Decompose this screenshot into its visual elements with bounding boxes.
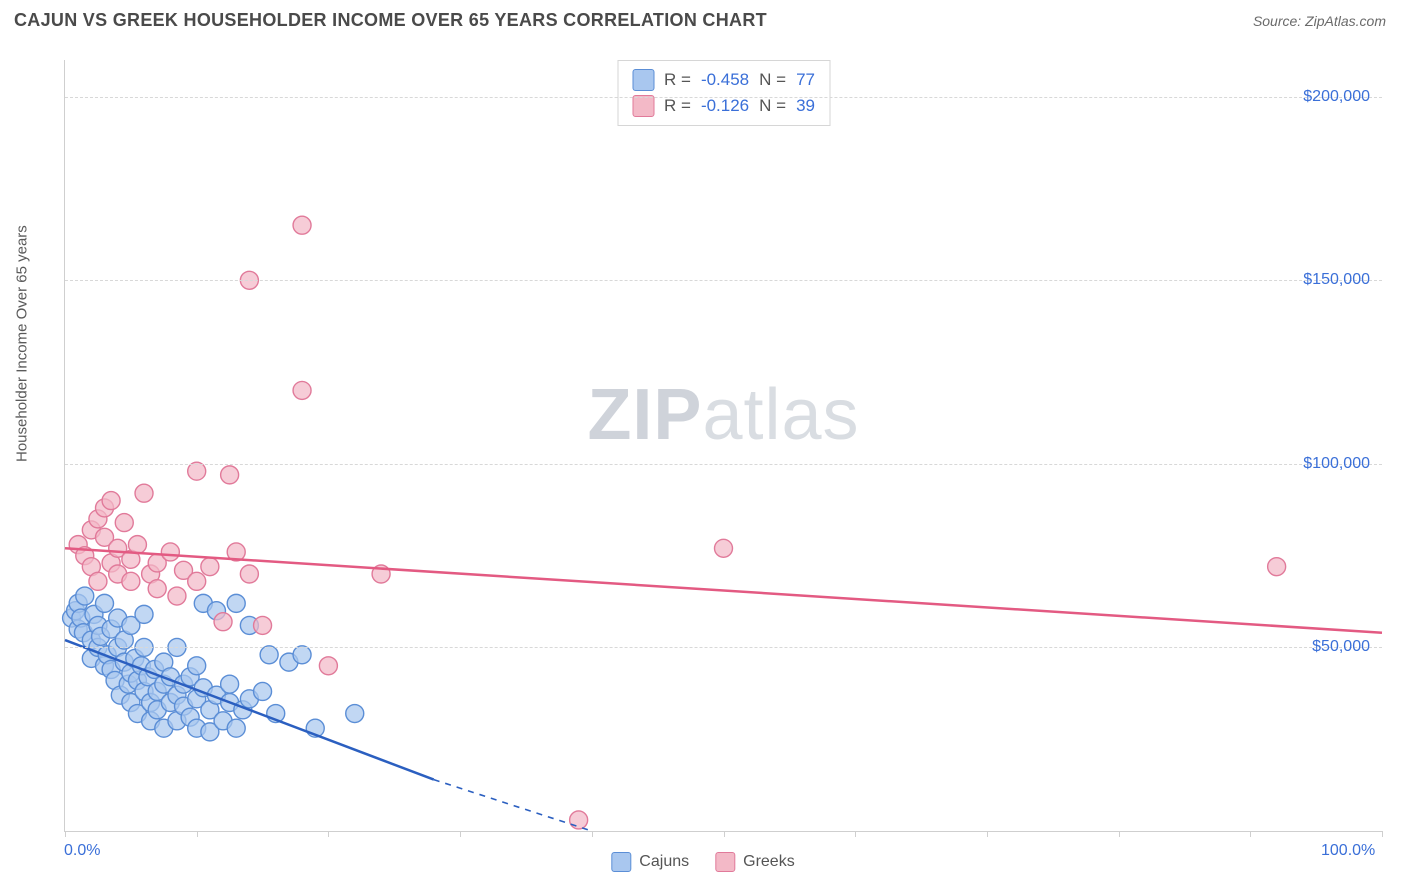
scatter-point[interactable] (188, 657, 206, 675)
legend-swatch (611, 852, 631, 872)
x-tick (1382, 831, 1383, 837)
chart-container: Householder Income Over 65 years ZIPatla… (14, 46, 1392, 878)
scatter-point[interactable] (214, 613, 232, 631)
scatter-point[interactable] (102, 492, 120, 510)
legend-series-item[interactable]: Greeks (715, 852, 795, 872)
scatter-point[interactable] (715, 539, 733, 557)
scatter-point[interactable] (260, 646, 278, 664)
scatter-point[interactable] (227, 719, 245, 737)
scatter-point[interactable] (128, 536, 146, 554)
y-tick-label: $100,000 (1303, 455, 1370, 473)
source-prefix: Source: (1253, 13, 1305, 29)
legend-series-label: Greeks (743, 853, 795, 871)
x-tick (855, 831, 856, 837)
x-tick (987, 831, 988, 837)
regression-line (65, 640, 434, 780)
legend-series-label: Cajuns (639, 853, 689, 871)
scatter-point[interactable] (221, 466, 239, 484)
scatter-point[interactable] (293, 381, 311, 399)
scatter-point[interactable] (148, 580, 166, 598)
scatter-point[interactable] (96, 594, 114, 612)
gridline-h (65, 647, 1382, 648)
scatter-point[interactable] (240, 565, 258, 583)
x-tick (65, 831, 66, 837)
source-attribution: Source: ZipAtlas.com (1253, 13, 1386, 29)
scatter-point[interactable] (188, 462, 206, 480)
scatter-point[interactable] (1268, 558, 1286, 576)
chart-title: CAJUN VS GREEK HOUSEHOLDER INCOME OVER 6… (14, 10, 767, 31)
scatter-point[interactable] (135, 484, 153, 502)
x-tick (328, 831, 329, 837)
y-tick-label: $150,000 (1303, 271, 1370, 289)
scatter-point[interactable] (201, 558, 219, 576)
legend-series: Cajuns Greeks (611, 852, 794, 872)
scatter-point[interactable] (221, 675, 239, 693)
legend-series-item[interactable]: Cajuns (611, 852, 689, 872)
y-tick-label: $200,000 (1303, 88, 1370, 106)
x-tick (592, 831, 593, 837)
gridline-h (65, 280, 1382, 281)
scatter-point[interactable] (168, 587, 186, 605)
scatter-point[interactable] (254, 682, 272, 700)
regression-line-dashed (434, 780, 592, 831)
scatter-point[interactable] (76, 587, 94, 605)
x-tick (460, 831, 461, 837)
x-tick (1250, 831, 1251, 837)
scatter-point[interactable] (570, 811, 588, 829)
scatter-point[interactable] (135, 605, 153, 623)
scatter-point[interactable] (346, 705, 364, 723)
scatter-point[interactable] (115, 514, 133, 532)
y-tick-label: $50,000 (1312, 638, 1370, 656)
scatter-point[interactable] (188, 572, 206, 590)
chart-svg (65, 60, 1382, 831)
x-tick (197, 831, 198, 837)
scatter-point[interactable] (293, 216, 311, 234)
legend-swatch (715, 852, 735, 872)
scatter-point[interactable] (122, 572, 140, 590)
gridline-h (65, 464, 1382, 465)
scatter-point[interactable] (319, 657, 337, 675)
scatter-point[interactable] (89, 572, 107, 590)
scatter-point[interactable] (254, 616, 272, 634)
gridline-h (65, 97, 1382, 98)
x-tick-label: 100.0% (1321, 842, 1375, 860)
x-tick-label: 0.0% (64, 842, 100, 860)
scatter-point[interactable] (227, 594, 245, 612)
source-link[interactable]: ZipAtlas.com (1305, 13, 1386, 29)
scatter-point[interactable] (161, 543, 179, 561)
header: CAJUN VS GREEK HOUSEHOLDER INCOME OVER 6… (0, 0, 1406, 37)
y-axis-label: Householder Income Over 65 years (14, 225, 31, 462)
x-tick (724, 831, 725, 837)
x-tick (1119, 831, 1120, 837)
scatter-point[interactable] (293, 646, 311, 664)
plot-area: ZIPatlas R = -0.458 N = 77R = -0.126 N =… (64, 60, 1382, 832)
